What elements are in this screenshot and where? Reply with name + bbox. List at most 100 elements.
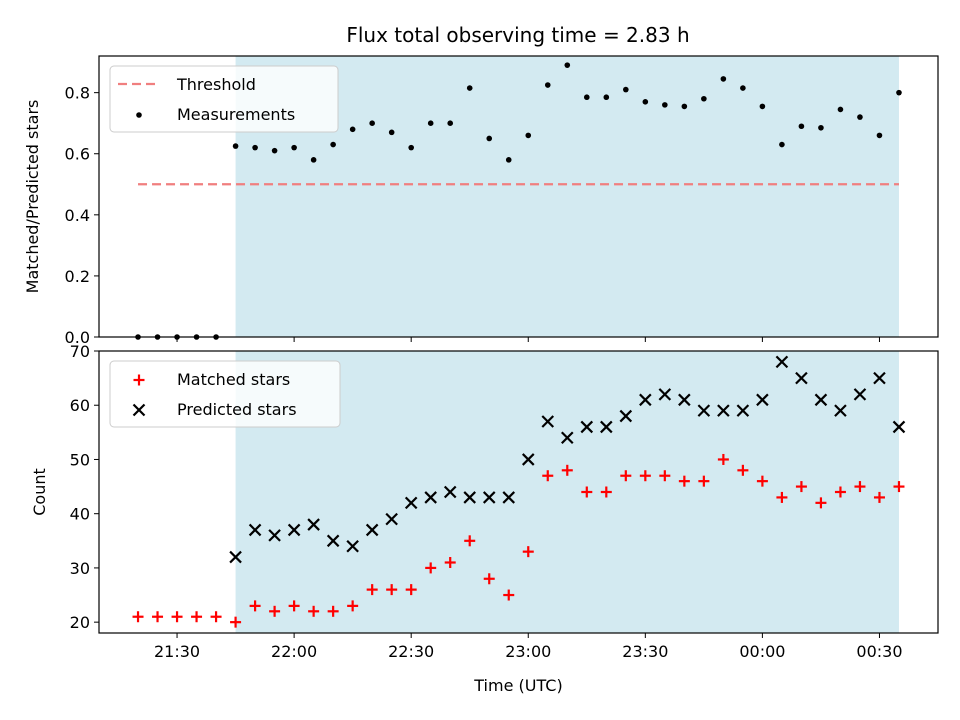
- predicted-star-marker-b: [834, 404, 847, 417]
- count-plot-frame: [98, 350, 939, 634]
- predicted-star-marker: [229, 550, 242, 564]
- matched-star-marker: [288, 600, 300, 612]
- predicted-star-marker: [287, 523, 301, 537]
- observing-window-shade: [235, 351, 899, 633]
- predicted-star-marker-b: [463, 491, 476, 504]
- ratio-marks: [135, 62, 902, 340]
- matched-star-marker: [483, 573, 495, 585]
- matched-star-marker: [639, 470, 651, 482]
- predicted-star-marker-b: [268, 529, 281, 542]
- matched-star-marker: [581, 486, 593, 498]
- measurement-point: [740, 85, 746, 91]
- legend-box: [109, 360, 341, 428]
- y-tick-label: 0.6: [65, 145, 90, 164]
- measurement-point: [759, 103, 766, 110]
- x-tick-label: 22:00: [271, 642, 317, 661]
- matched-star-marker: [815, 497, 827, 509]
- predicted-star-marker: [795, 371, 808, 385]
- observing-window-shade: [235, 56, 899, 337]
- predicted-star-marker-b: [873, 371, 886, 385]
- matched-star-marker: [347, 600, 359, 612]
- predicted-star-marker: [502, 491, 516, 504]
- predicted-star-marker: [756, 393, 769, 407]
- matched-star-marker: [425, 562, 437, 574]
- measurement-point: [642, 99, 649, 105]
- predicted-star-marker-b: [853, 388, 867, 401]
- measurement-point: [681, 103, 688, 110]
- predicted-star-marker-b: [365, 523, 379, 537]
- measurement-point: [857, 114, 863, 120]
- predicted-star-marker: [697, 404, 711, 417]
- predicted-star-marker-b: [795, 371, 808, 385]
- measurement-point: [252, 144, 258, 151]
- predicted-star-marker: [346, 539, 359, 553]
- measurement-point: [486, 135, 493, 142]
- predicted-star-marker: [404, 496, 418, 510]
- predicted-star-marker-b: [814, 393, 828, 407]
- predicted-star-marker-b: [892, 420, 906, 434]
- y-tick-label: 0.0: [65, 328, 90, 347]
- measurement-point: [896, 89, 902, 96]
- predicted-star-marker-b: [561, 431, 574, 445]
- predicted-star-marker: [541, 415, 555, 428]
- measurement-point: [291, 144, 297, 151]
- predicted-star-marker: [365, 523, 379, 537]
- y-tick-label: 20: [70, 613, 90, 632]
- matched-star-marker: [542, 470, 554, 482]
- measurement-point: [798, 123, 805, 130]
- predicted-star-marker: [892, 420, 906, 434]
- count-y-axis: 20 30 40 50 60 70: [70, 342, 99, 632]
- matched-star-marker: [678, 475, 690, 487]
- predicted-star-marker: [482, 491, 496, 504]
- matched-star-marker: [366, 584, 378, 596]
- predicted-star-marker: [521, 453, 535, 466]
- measurement-point: [779, 141, 785, 148]
- measurement-point: [330, 141, 336, 148]
- legend-measurement-label: Measurements: [177, 105, 295, 124]
- x-tick-label: 00:00: [739, 642, 785, 661]
- predicted-star-marker: [561, 431, 574, 445]
- predicted-star-marker-b: [326, 534, 340, 548]
- predicted-star-marker: [268, 529, 281, 542]
- matched-star-marker: [600, 486, 612, 498]
- chart-title: Flux total observing time = 2.83 h: [346, 23, 689, 47]
- matched-star-marker: [132, 611, 144, 623]
- matched-star-marker: [561, 464, 573, 476]
- x-tick-label: 22:30: [388, 642, 434, 661]
- ratio-legend: Threshold Measurements: [109, 65, 339, 133]
- legend-predicted-swatch-b: [132, 403, 146, 417]
- predicted-star-marker: [814, 393, 828, 407]
- predicted-star-marker: [678, 393, 691, 407]
- x-tick-label: 23:00: [505, 642, 551, 661]
- measurement-point: [662, 102, 668, 108]
- predicted-star-marker-b: [678, 393, 691, 407]
- matched-star-marker: [873, 491, 885, 503]
- measurement-point: [876, 132, 883, 139]
- predicted-star-marker-b: [385, 512, 398, 526]
- measurement-point: [837, 106, 844, 113]
- ratio-panel: 0.00.20.40.60.8 Matched/Predicted stars …: [23, 55, 939, 347]
- count-legend: Matched stars Predicted stars: [109, 360, 341, 428]
- y-tick-label: 40: [70, 505, 90, 524]
- legend-threshold-label: Threshold: [176, 75, 256, 94]
- matched-star-marker: [152, 611, 164, 623]
- predicted-star-marker: [580, 420, 594, 434]
- y-tick-label: 50: [70, 450, 90, 469]
- y-tick-label: 0.8: [65, 84, 90, 103]
- y-tick-label: 70: [70, 342, 90, 361]
- legend-matched-label: Matched stars: [177, 370, 290, 389]
- measurement-point: [388, 129, 395, 136]
- predicted-star-marker: [463, 491, 476, 504]
- measurement-point: [818, 124, 824, 131]
- predicted-star-marker-b: [775, 355, 789, 369]
- matched-star-marker: [308, 605, 320, 617]
- measurement-point: [310, 157, 317, 163]
- count-x-axis: 21:30 22:00 22:30 23:00 23:30 00:00 00:30: [154, 633, 903, 661]
- predicted-star-marker-b: [229, 550, 242, 564]
- matched-star-marker: [464, 535, 476, 547]
- ratio-y-axis-label: Matched/Predicted stars: [23, 100, 42, 294]
- predicted-star-marker-b: [346, 539, 359, 553]
- predicted-star-marker-b: [736, 404, 750, 417]
- predicted-star-marker: [775, 355, 789, 369]
